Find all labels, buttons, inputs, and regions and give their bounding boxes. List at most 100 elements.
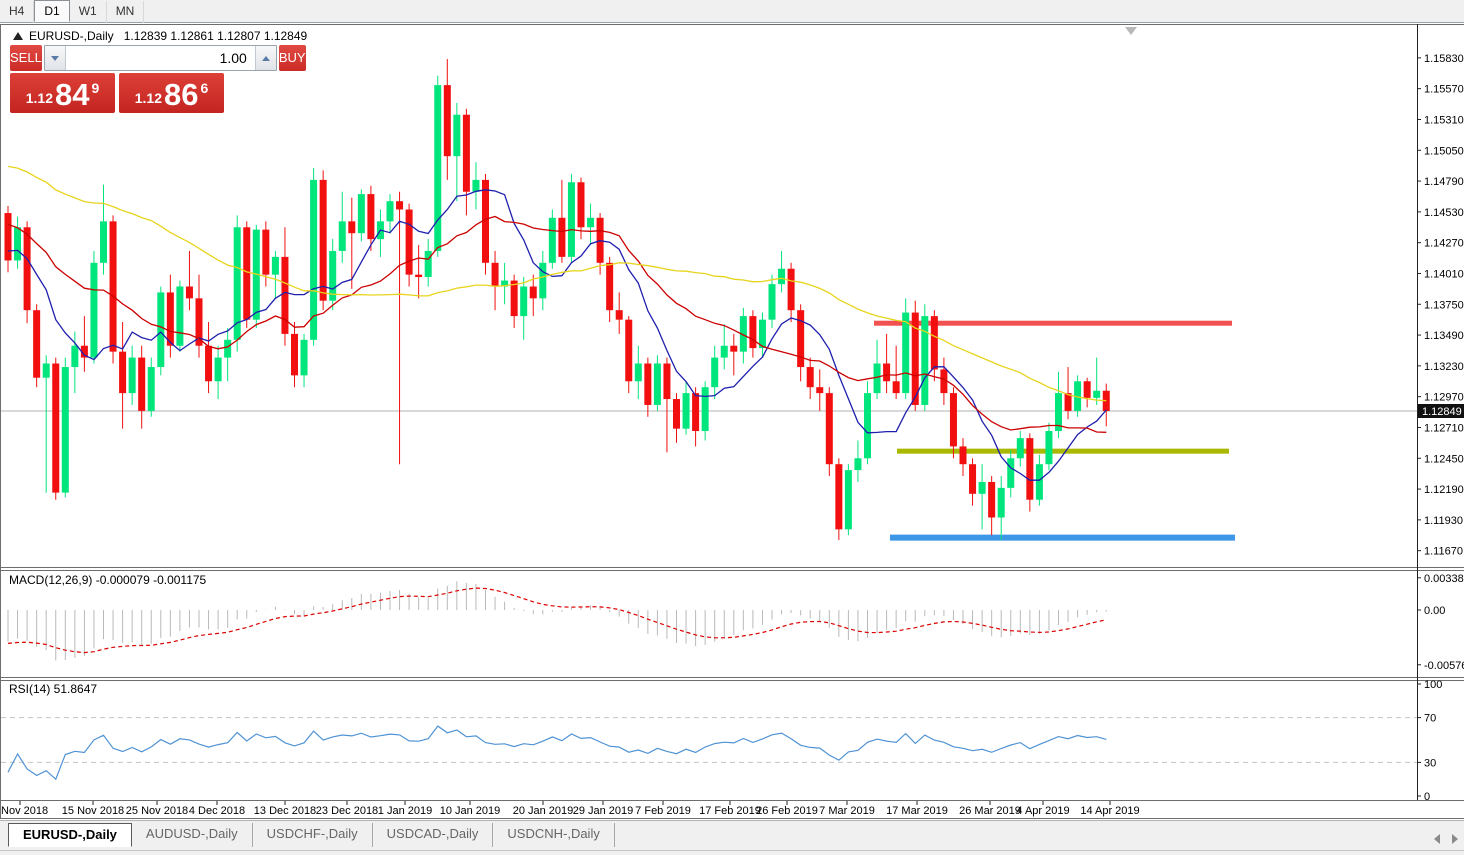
chart-tab-usdchf[interactable]: USDCHF-,Daily	[253, 823, 373, 847]
candle-up	[453, 114, 461, 157]
candle-up	[472, 179, 480, 192]
candle-up	[176, 286, 184, 346]
candle-up	[921, 316, 929, 405]
hline-support-mid[interactable]	[897, 448, 1229, 454]
candle-down	[205, 345, 213, 382]
candle-up	[854, 458, 862, 471]
candle-down	[959, 446, 967, 465]
timeframe-button-w1[interactable]: W1	[70, 1, 107, 23]
chart-tabs: EURUSD-,Daily AUDUSD-,Daily USDCHF-,Daily U…	[8, 823, 615, 847]
macd-tick-label: -0.00576	[1424, 660, 1464, 672]
price-tick-label: 1.11930	[1424, 515, 1463, 527]
chart-shift-marker-icon[interactable]	[1125, 27, 1137, 35]
candle-down	[491, 262, 499, 287]
macd-panel: 0.003387 0.00 -0.00576	[7, 573, 1464, 672]
chart-canvas[interactable]: 1.15830 1.15570 1.15310 1.15050 1.14790 1.145…	[0, 0, 1464, 820]
volume-increase-button[interactable]	[254, 46, 276, 70]
candle-down	[262, 229, 270, 275]
candle-down	[615, 310, 623, 320]
sell-price-big: 84	[54, 77, 90, 112]
candle-up	[501, 280, 509, 287]
candle-up	[1016, 438, 1024, 459]
sell-price-prefix: 1.12	[25, 90, 53, 106]
candle-down	[558, 217, 566, 257]
candle-down	[969, 464, 977, 494]
sell-price-panel[interactable]: 1.12 84 9	[10, 73, 115, 113]
candle-up	[682, 393, 690, 429]
candle-up	[357, 194, 365, 234]
candle-up	[329, 250, 337, 301]
candle-down	[797, 310, 805, 368]
chart-tab-usdcnh[interactable]: USDCNH-,Daily	[493, 823, 615, 847]
price-tick-label: 1.12710	[1424, 422, 1464, 434]
candle-down	[730, 345, 738, 352]
candle-down	[482, 179, 489, 263]
candle-up	[1007, 458, 1015, 488]
candle-up	[711, 357, 719, 388]
candle-up	[300, 339, 308, 376]
candle-down	[166, 292, 174, 346]
buy-price-panel[interactable]: 1.12 86 6	[119, 73, 224, 113]
candle-up	[224, 339, 232, 358]
chart-tab-bar: EURUSD-,Daily AUDUSD-,Daily USDCHF-,Daily U…	[0, 820, 1464, 855]
candle-up	[997, 487, 1005, 518]
candle-down	[892, 381, 900, 394]
candle-down	[625, 319, 633, 382]
candle-up	[902, 312, 910, 394]
candle-down	[405, 209, 413, 275]
date-tick-label: 17 Mar 2019	[886, 805, 948, 817]
candle-down	[243, 227, 251, 320]
date-tick-label: 6 Nov 2018	[0, 805, 48, 817]
hline-support-low[interactable]	[890, 534, 1235, 541]
candle-down	[138, 357, 146, 411]
candle-up	[214, 357, 222, 382]
candle-up	[1045, 431, 1053, 465]
volume-decrease-button[interactable]	[44, 46, 66, 70]
expand-triangle-icon[interactable]	[13, 32, 23, 40]
tab-scroll-left-icon[interactable]	[1434, 834, 1440, 844]
candle-down	[1026, 438, 1034, 500]
chart-tab-eurusd[interactable]: EURUSD-,Daily	[8, 823, 132, 847]
candle-down	[291, 333, 298, 376]
candle-up	[634, 363, 642, 382]
buy-button[interactable]: BUY	[278, 45, 306, 71]
candle-down	[816, 387, 824, 394]
price-tick-label: 1.11670	[1424, 546, 1463, 558]
timeframe-button-h4[interactable]: H4	[0, 1, 35, 23]
timeframe-button-mn[interactable]: MN	[107, 1, 145, 23]
candle-up	[720, 345, 728, 358]
chart-tab-audusd[interactable]: AUDUSD-,Daily	[132, 823, 253, 847]
hline-resistance[interactable]	[874, 320, 1232, 326]
date-tick-label: 4 Dec 2018	[189, 805, 245, 817]
candles-layer	[4, 59, 1110, 541]
candle-up	[653, 363, 661, 405]
candle-up	[587, 217, 595, 228]
date-tick-label: 15 Nov 2018	[62, 805, 124, 817]
candle-down	[930, 316, 938, 370]
tab-scroll-right-icon[interactable]	[1452, 834, 1458, 844]
volume-input[interactable]	[65, 46, 255, 70]
price-tick-label: 1.13750	[1424, 299, 1464, 311]
candle-down	[33, 310, 41, 378]
candle-up	[864, 393, 871, 459]
candle-down	[319, 179, 327, 301]
candle-down	[644, 363, 652, 405]
candle-down	[119, 351, 127, 394]
candle-up	[701, 387, 709, 432]
date-tick-label: 7 Feb 2019	[635, 805, 691, 817]
timeframe-button-d1[interactable]: D1	[34, 0, 70, 22]
candle-up	[233, 227, 241, 340]
candle-up	[310, 179, 318, 340]
price-tick-label: 1.12970	[1424, 392, 1464, 404]
candle-down	[281, 256, 289, 334]
chart-tab-usdcad[interactable]: USDCAD-,Daily	[373, 823, 494, 847]
candle-down	[529, 286, 537, 299]
sell-button[interactable]: SELL	[10, 45, 42, 71]
price-scale[interactable]: 1.15830 1.15570 1.15310 1.15050 1.14790 1.145…	[1417, 53, 1464, 558]
candle-down	[4, 213, 12, 261]
candle-up	[100, 221, 107, 263]
date-tick-label: 14 Apr 2019	[1080, 805, 1139, 817]
candle-down	[911, 312, 919, 405]
